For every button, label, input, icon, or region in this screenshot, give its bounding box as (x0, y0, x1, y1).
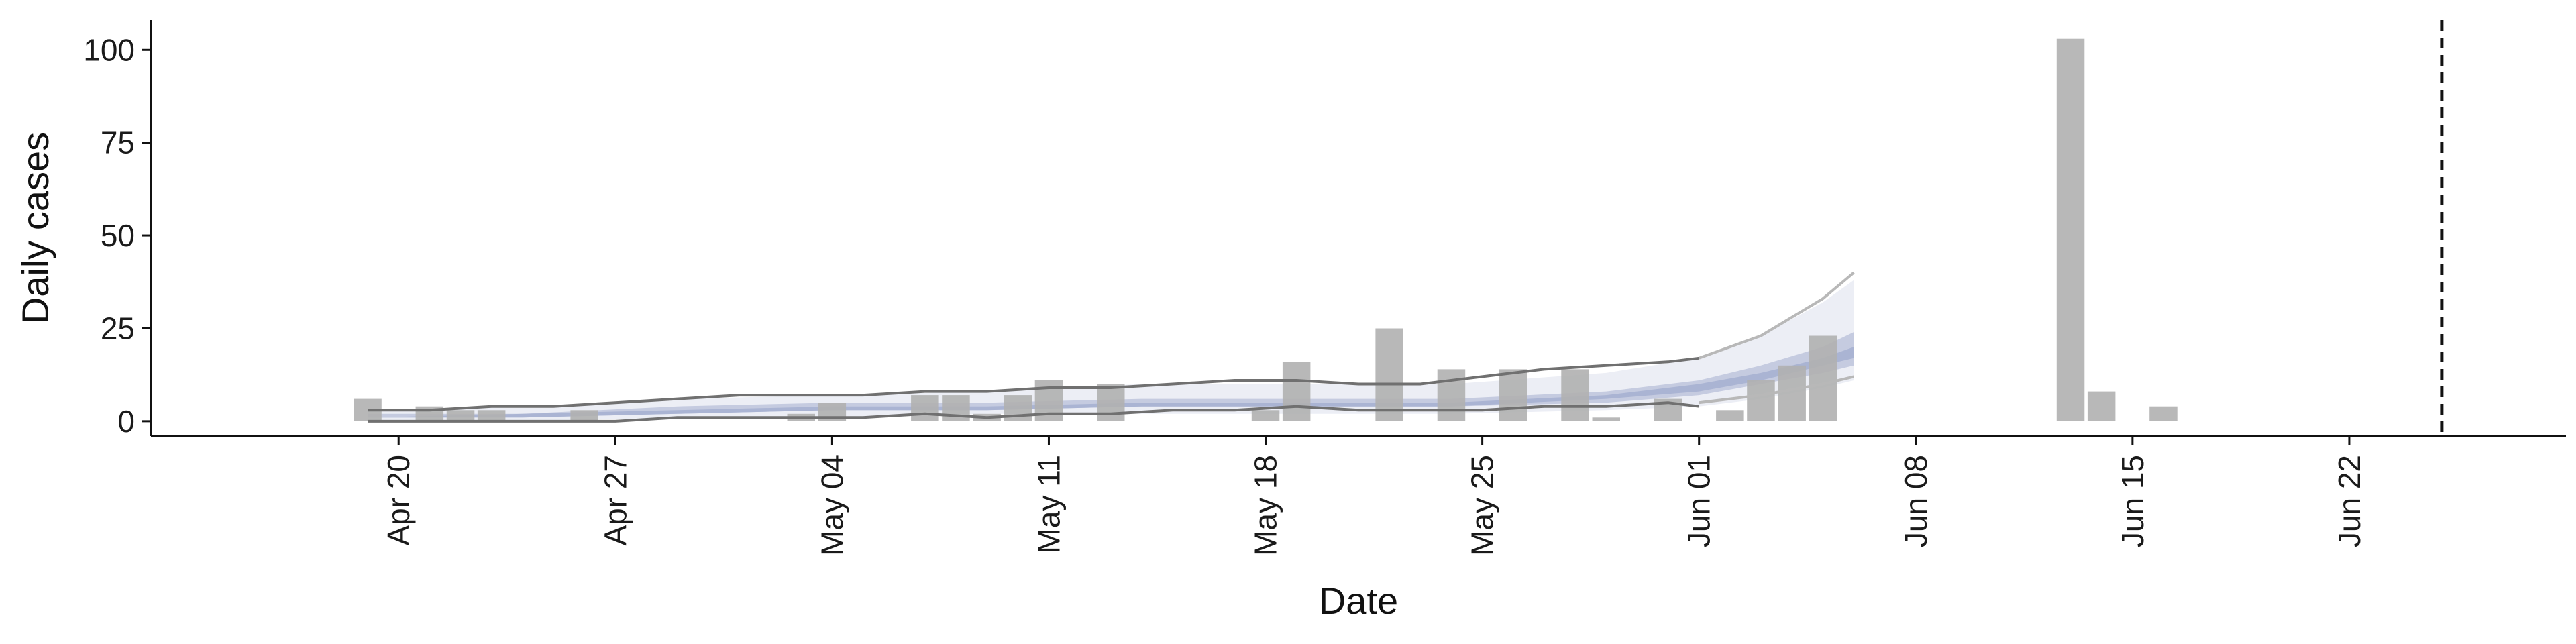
x-tick-label: May 11 (1031, 455, 1066, 553)
case-bar (1499, 369, 1527, 421)
case-bar (1282, 362, 1311, 421)
y-tick-label: 0 (117, 404, 135, 439)
y-tick-label: 100 (83, 32, 135, 67)
case-bar (1778, 365, 1806, 421)
x-tick-label: May 04 (814, 455, 849, 556)
interval-upper-line (368, 356, 1699, 412)
case-bar (1437, 369, 1466, 421)
case-bar (477, 410, 506, 421)
case-bar (2087, 391, 2116, 421)
case-bar (1097, 384, 1125, 421)
x-tick-label: Jun 22 (2332, 455, 2367, 547)
case-bar (911, 395, 939, 421)
reported-cases-bars (354, 38, 2178, 421)
interval-lines (368, 271, 1855, 423)
y-axis-title: Daily cases (14, 132, 56, 324)
case-bar (1375, 328, 1403, 421)
y-tick-label: 25 (101, 311, 135, 345)
x-tick-label: Jun 01 (1682, 455, 1717, 547)
axes: 0 25 50 75 100 Apr 20 Apr 27 May 04 May 11 May 18… (83, 20, 2566, 556)
case-bar (446, 410, 475, 421)
case-bar (1561, 369, 1589, 421)
x-tick-label: Apr 20 (381, 455, 416, 546)
projection-upper-line (1699, 271, 1855, 360)
case-bar (1251, 410, 1280, 421)
estimate-band-outer (368, 280, 1854, 421)
x-tick-label: Jun 15 (2115, 455, 2150, 547)
x-tick-label: Jun 08 (1898, 455, 1933, 547)
interval-lower-line (368, 401, 1699, 423)
case-bar (1716, 410, 1744, 421)
case-bar (1809, 335, 1837, 421)
case-bar (2149, 406, 2178, 421)
case-bar (2056, 38, 2085, 421)
case-bar (1592, 417, 1620, 421)
x-tick-label: Apr 27 (598, 455, 633, 546)
case-bar (570, 410, 598, 421)
x-tick-label: May 18 (1248, 455, 1283, 556)
x-tick-label: May 25 (1465, 455, 1500, 556)
y-tick-label: 50 (101, 218, 135, 253)
y-tick-label: 75 (101, 125, 135, 160)
x-axis-title: Date (1319, 580, 1398, 622)
projection-lower-line (1699, 375, 1854, 405)
case-bar (1747, 380, 1775, 421)
